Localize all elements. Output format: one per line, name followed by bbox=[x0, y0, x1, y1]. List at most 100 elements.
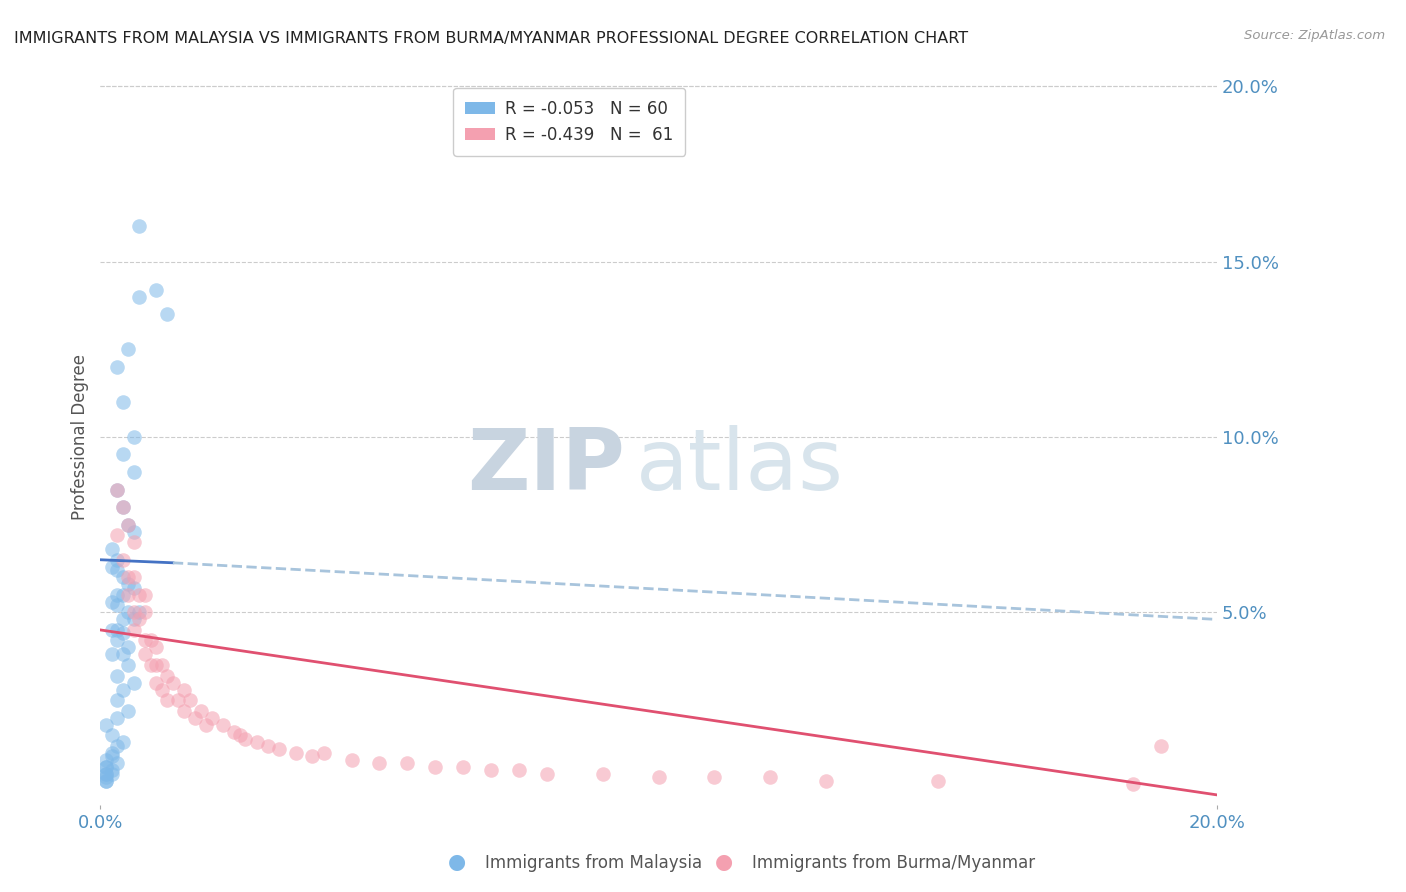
Point bbox=[105, 668, 128, 682]
Point bbox=[312, 746, 335, 760]
Point bbox=[195, 717, 218, 731]
Point bbox=[508, 764, 530, 778]
Point bbox=[100, 648, 122, 662]
Point bbox=[122, 581, 145, 595]
Point bbox=[111, 682, 134, 697]
Point bbox=[100, 749, 122, 764]
Point bbox=[256, 739, 278, 753]
Point bbox=[122, 606, 145, 620]
Point bbox=[122, 675, 145, 690]
Point bbox=[167, 693, 190, 707]
Point bbox=[94, 773, 117, 788]
Point bbox=[814, 773, 837, 788]
Point bbox=[117, 517, 139, 532]
Point bbox=[94, 753, 117, 767]
Point bbox=[145, 640, 167, 655]
Text: ●: ● bbox=[716, 853, 733, 872]
Point bbox=[111, 588, 134, 602]
Point bbox=[111, 395, 134, 409]
Point bbox=[139, 633, 162, 648]
Point bbox=[184, 711, 207, 725]
Point bbox=[128, 219, 150, 234]
Point bbox=[117, 343, 139, 357]
Point bbox=[122, 570, 145, 584]
Point bbox=[246, 735, 269, 749]
Point bbox=[122, 623, 145, 637]
Point bbox=[156, 693, 179, 707]
Point bbox=[134, 633, 156, 648]
Point bbox=[536, 766, 558, 780]
Point bbox=[105, 756, 128, 771]
Point bbox=[111, 570, 134, 584]
Point bbox=[117, 658, 139, 673]
Point bbox=[100, 764, 122, 778]
Point bbox=[190, 704, 212, 718]
Point bbox=[105, 359, 128, 374]
Point bbox=[150, 658, 173, 673]
Point bbox=[105, 483, 128, 497]
Point bbox=[111, 553, 134, 567]
Point bbox=[340, 753, 363, 767]
Point bbox=[105, 563, 128, 577]
Point bbox=[100, 746, 122, 760]
Point bbox=[173, 704, 195, 718]
Text: ZIP: ZIP bbox=[467, 425, 626, 508]
Point bbox=[425, 760, 447, 774]
Point bbox=[156, 668, 179, 682]
Point bbox=[94, 760, 117, 774]
Point bbox=[111, 612, 134, 626]
Point bbox=[703, 770, 725, 784]
Point bbox=[105, 739, 128, 753]
Point bbox=[179, 693, 201, 707]
Point bbox=[111, 626, 134, 640]
Text: Immigrants from Burma/Myanmar: Immigrants from Burma/Myanmar bbox=[752, 855, 1035, 872]
Point bbox=[128, 612, 150, 626]
Point bbox=[105, 553, 128, 567]
Text: Source: ZipAtlas.com: Source: ZipAtlas.com bbox=[1244, 29, 1385, 42]
Point bbox=[267, 742, 290, 756]
Point bbox=[201, 711, 224, 725]
Point bbox=[111, 500, 134, 515]
Point bbox=[368, 756, 391, 771]
Point bbox=[100, 728, 122, 742]
Point bbox=[162, 675, 184, 690]
Point bbox=[105, 599, 128, 613]
Point bbox=[94, 773, 117, 788]
Point bbox=[301, 749, 323, 764]
Point bbox=[173, 682, 195, 697]
Point bbox=[111, 735, 134, 749]
Point bbox=[145, 675, 167, 690]
Point bbox=[94, 766, 117, 780]
Text: ●: ● bbox=[449, 853, 465, 872]
Point bbox=[100, 595, 122, 609]
Point bbox=[111, 648, 134, 662]
Point bbox=[122, 612, 145, 626]
Point bbox=[759, 770, 782, 784]
Point bbox=[117, 577, 139, 591]
Point bbox=[117, 640, 139, 655]
Point bbox=[105, 623, 128, 637]
Y-axis label: Professional Degree: Professional Degree bbox=[72, 354, 89, 520]
Point bbox=[111, 448, 134, 462]
Point bbox=[117, 588, 139, 602]
Text: Immigrants from Malaysia: Immigrants from Malaysia bbox=[485, 855, 702, 872]
Point bbox=[396, 756, 419, 771]
Point bbox=[128, 606, 150, 620]
Text: atlas: atlas bbox=[636, 425, 844, 508]
Point bbox=[592, 766, 614, 780]
Point bbox=[100, 559, 122, 574]
Point bbox=[94, 770, 117, 784]
Point bbox=[100, 766, 122, 780]
Point bbox=[1122, 777, 1144, 791]
Point bbox=[479, 764, 502, 778]
Point bbox=[134, 588, 156, 602]
Point bbox=[134, 606, 156, 620]
Point bbox=[145, 658, 167, 673]
Point bbox=[156, 307, 179, 321]
Point bbox=[94, 760, 117, 774]
Point bbox=[105, 528, 128, 542]
Point bbox=[111, 500, 134, 515]
Point bbox=[117, 704, 139, 718]
Point bbox=[134, 648, 156, 662]
Point bbox=[122, 465, 145, 479]
